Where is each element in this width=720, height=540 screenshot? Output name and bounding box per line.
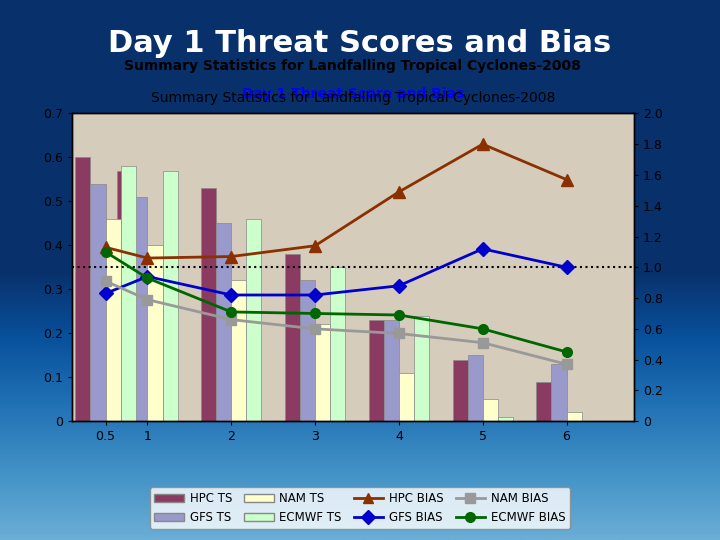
GFS BIAS [395,282,403,289]
NAM BIAS [395,330,403,337]
Bar [467,355,482,421]
Bar [216,224,231,421]
Bar [399,373,414,421]
Title: Summary Statistics for Landfalling Tropical Cyclones-2008: Summary Statistics for Landfalling Tropi… [150,91,555,105]
Bar [330,267,346,421]
Bar [231,280,246,421]
Bar [384,320,399,421]
HPC BIAS [562,177,571,183]
ECMWF BIAS [102,248,110,255]
Text: Day 1 Threat Score and Bias: Day 1 Threat Score and Bias [242,87,464,101]
Text: Day 1 Threat Scores and Bias: Day 1 Threat Scores and Bias [109,29,611,58]
Bar [201,188,216,421]
NAM BIAS [227,316,235,323]
Bar [132,197,148,421]
ECMWF BIAS [143,275,152,281]
Bar [369,320,384,421]
Legend: HPC TS, GFS TS, NAM TS, ECMWF TS, HPC BIAS, GFS BIAS, NAM BIAS, ECMWF BIAS: HPC TS, GFS TS, NAM TS, ECMWF TS, HPC BI… [150,487,570,529]
HPC BIAS [478,141,487,147]
Line: NAM BIAS: NAM BIAS [101,276,572,369]
Bar [91,184,106,421]
GFS BIAS [562,264,571,271]
Bar [285,254,300,421]
Bar [498,417,513,421]
Bar [300,280,315,421]
Bar [246,219,261,421]
NAM BIAS [143,296,152,303]
Bar [414,316,429,421]
ECMWF BIAS [395,312,403,318]
Bar [567,413,582,421]
HPC BIAS [395,188,403,195]
NAM BIAS [562,361,571,368]
Bar [106,219,121,421]
NAM BIAS [102,278,110,285]
Text: Summary Statistics for Landfalling Tropical Cyclones-2008: Summary Statistics for Landfalling Tropi… [125,59,581,73]
Line: GFS BIAS: GFS BIAS [101,244,572,300]
Bar [482,399,498,421]
Bar [163,171,178,421]
HPC BIAS [102,244,110,251]
Line: ECMWF BIAS: ECMWF BIAS [101,247,572,357]
Bar [552,364,567,421]
HPC BIAS [143,255,152,261]
Bar [315,325,330,421]
ECMWF BIAS [478,326,487,332]
GFS BIAS [143,273,152,280]
GFS BIAS [102,290,110,296]
Bar [76,157,91,421]
GFS BIAS [227,292,235,298]
Bar [148,245,163,421]
ECMWF BIAS [227,309,235,315]
Bar [453,360,467,421]
ECMWF BIAS [562,349,571,355]
HPC BIAS [227,253,235,260]
Bar [117,171,132,421]
GFS BIAS [478,246,487,252]
Bar [536,382,552,421]
HPC BIAS [311,242,320,249]
ECMWF BIAS [311,310,320,316]
NAM BIAS [478,340,487,346]
Bar [121,166,135,421]
NAM BIAS [311,326,320,332]
GFS BIAS [311,292,320,298]
Line: HPC BIAS: HPC BIAS [100,139,572,264]
